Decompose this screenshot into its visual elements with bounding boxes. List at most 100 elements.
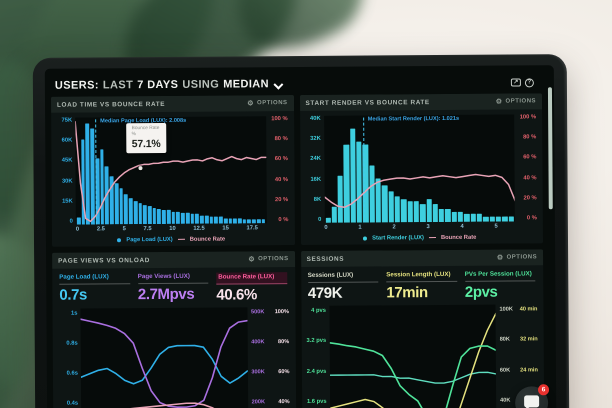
axis-tick: 40 %: [523, 174, 537, 182]
axis-tick: 7.5: [143, 226, 152, 233]
axis-tick: 300K 60%: [251, 369, 290, 376]
y-axis-right: 500K 100% 400K 80% 300K 60% 200K 40%: [247, 307, 292, 408]
gear-icon: ⚙: [495, 98, 503, 106]
page-load-line: [80, 307, 247, 408]
axis-tick: 500K 100%: [250, 309, 290, 316]
y-axis-right: 100 % 80 % 60 % 40 % 20 % 0 %: [514, 114, 540, 221]
axis-tick: 100 %: [271, 116, 288, 123]
metric-value: 17min: [386, 284, 428, 302]
panel-header: PAGE VIEWS VS ONLOAD ⚙ OPTIONS: [52, 251, 295, 269]
panel-title: LOAD TIME VS BOUNCE RATE: [57, 100, 166, 109]
options-button[interactable]: ⚙ OPTIONS: [247, 99, 288, 107]
axis-tick: 0: [69, 218, 73, 225]
y-axis-left: 75K 60K 45K 30K 15K 0: [53, 118, 76, 225]
axis-tick: 100K 40 min: [499, 306, 538, 313]
axis-tick: 60K: [61, 137, 73, 144]
plot-area[interactable]: [80, 307, 248, 408]
panel-header: START RENDER VS BOUNCE RATE ⚙ OPTIONS: [299, 93, 543, 112]
share-icon[interactable]: ↗: [510, 78, 521, 87]
axis-tick: 3.2 pvs: [306, 338, 327, 345]
options-button[interactable]: ⚙ OPTIONS: [248, 255, 289, 263]
metric-value: 0.7s: [59, 286, 88, 304]
axis-tick: 16K: [310, 176, 322, 183]
metric-row: Sessions (LUX) 479K Session Length (LUX)…: [301, 265, 544, 305]
session-length-line: [329, 305, 496, 408]
axis-tick: 3: [426, 224, 430, 231]
metric-session-length[interactable]: Session Length (LUX) 17min: [386, 270, 457, 302]
axis-tick: 17.5: [246, 225, 258, 232]
pvs-per-session-line: [329, 305, 496, 408]
axis-tick: 80 %: [274, 136, 288, 143]
help-icon[interactable]: ?: [524, 77, 534, 87]
metric-value: 2.7Mpvs: [137, 285, 195, 304]
chat-icon: [524, 395, 540, 408]
axis-tick: 60 %: [523, 154, 537, 161]
panel-title: START RENDER VS BOUNCE RATE: [305, 98, 430, 107]
metric-value: 479K: [307, 284, 343, 302]
axis-tick: 20 %: [274, 196, 289, 203]
axis-tick: 60 %: [274, 156, 288, 163]
panel-header: SESSIONS ⚙ OPTIONS: [300, 249, 544, 268]
axis-tick: 45K: [61, 157, 73, 165]
options-button[interactable]: ⚙ OPTIONS: [496, 254, 538, 262]
axis-tick: 20 %: [523, 195, 537, 202]
users-timerange-dropdown[interactable]: USERS: LAST 7 DAYS USING MEDIAN: [54, 78, 283, 92]
axis-tick: 0.4s: [66, 400, 79, 407]
axis-tick: 5: [494, 223, 498, 230]
axis-tick: 4: [460, 223, 464, 230]
panel-start-render-vs-bounce-rate: START RENDER VS BOUNCE RATE ⚙ OPTIONS 40…: [299, 93, 544, 246]
combo-chart: 75K 60K 45K 30K 15K 0 Median Page Load (LUX):…: [51, 111, 294, 247]
gear-icon: ⚙: [496, 254, 504, 262]
bounce-rate-line: [75, 116, 266, 224]
median-annotation: Median Start Render (LUX): 1.021s: [367, 116, 460, 123]
plot-area[interactable]: Median Page Load (LUX): 2.008s Bounce Ra…: [75, 116, 267, 225]
chevron-down-icon[interactable]: [275, 80, 283, 88]
axis-tick: 0 %: [278, 217, 289, 224]
page-views-line: [80, 307, 247, 408]
axis-tick: 2.5: [96, 226, 105, 233]
users-label: USERS:: [54, 79, 99, 92]
chart-legend: Start Render (LUX) Bounce Rate: [324, 232, 515, 244]
scrollbar[interactable]: [547, 87, 553, 210]
y-axis-left: 40K 32K 24K 16K 8K 0: [302, 116, 325, 223]
dashboard-screen: USERS: LAST 7 DAYS USING MEDIAN ↗ ? LOAD…: [44, 65, 557, 408]
axis-tick: 2.4 pvs: [306, 368, 327, 375]
axis-tick: 0: [324, 224, 328, 231]
bounce-rate-line: [80, 307, 247, 408]
chat-widget-button[interactable]: 6: [515, 384, 550, 408]
axis-tick: 0.8s: [66, 340, 78, 347]
tooltip: Bounce Rate % 57.1%: [126, 123, 167, 154]
axis-tick: 0: [318, 216, 322, 223]
metric-bounce-rate[interactable]: Bounce Rate (LUX) 40.6%: [216, 272, 287, 304]
metric-page-load[interactable]: Page Load (LUX) 0.7s: [59, 273, 130, 304]
axis-tick: 24K: [310, 156, 321, 163]
metric-page-views[interactable]: Page Views (LUX) 2.7Mpvs: [137, 272, 209, 304]
metric-pvs-per-session[interactable]: PVs Per Session (LUX) 2pvs: [464, 270, 536, 301]
gear-icon: ⚙: [247, 99, 255, 107]
laptop: USERS: LAST 7 DAYS USING MEDIAN ↗ ? LOAD…: [32, 54, 570, 408]
last-label: LAST: [102, 79, 134, 92]
dashboard-header: USERS: LAST 7 DAYS USING MEDIAN ↗ ?: [51, 69, 548, 96]
y-axis-left: 4 pvs 3.2 pvs 2.4 pvs 1.6 pvs: [303, 306, 330, 408]
legend-dot-icon: [117, 237, 122, 242]
plot-area[interactable]: Median Start Render (LUX): 1.021s: [323, 114, 515, 223]
metric-sessions[interactable]: Sessions (LUX) 479K: [307, 271, 379, 302]
axis-tick: 0 %: [526, 215, 537, 222]
gear-icon: ⚙: [248, 255, 256, 263]
axis-tick: 1.6 pvs: [306, 398, 327, 405]
panel-grid: LOAD TIME VS BOUNCE RATE ⚙ OPTIONS 75K 60…: [50, 93, 550, 408]
axis-tick: 12.5: [193, 225, 205, 232]
options-button[interactable]: ⚙ OPTIONS: [495, 98, 537, 106]
plot-area[interactable]: [328, 304, 497, 408]
header-icons: ↗ ?: [510, 77, 534, 87]
axis-tick: 15K: [62, 198, 73, 205]
axis-tick: 40 %: [274, 176, 289, 183]
line-chart: 1s 0.8s 0.6s 0.4s 500K 100% 400K 80% 300K 60% 200…: [52, 306, 295, 408]
axis-tick: 1: [358, 224, 362, 231]
combo-chart: 40K 32K 24K 16K 8K 0 Median Start Render (LUX…: [300, 109, 543, 245]
panel-sessions: SESSIONS ⚙ OPTIONS Sessions (LUX) 479K S…: [300, 249, 545, 408]
axis-tick: 10: [169, 225, 176, 232]
axis-tick: 8K: [313, 196, 322, 203]
using-label: USING: [182, 78, 220, 91]
axis-tick: 60K 24 min: [499, 367, 538, 374]
